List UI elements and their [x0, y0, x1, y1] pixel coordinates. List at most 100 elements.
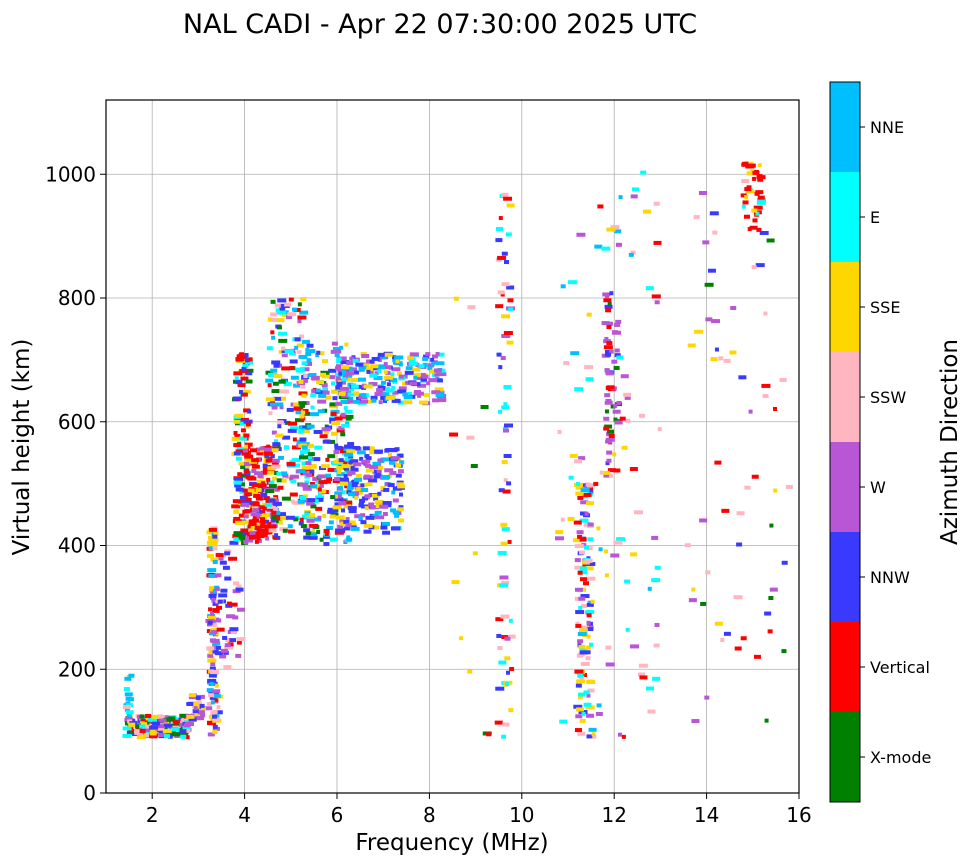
data-point — [150, 734, 158, 739]
data-point — [244, 450, 251, 455]
data-point — [220, 648, 228, 653]
data-point — [219, 654, 227, 659]
data-point — [141, 732, 150, 737]
data-point — [212, 618, 222, 623]
data-point — [301, 410, 306, 415]
data-point — [282, 528, 288, 533]
data-point — [596, 526, 601, 531]
data-point — [274, 303, 284, 308]
data-point — [613, 540, 623, 545]
data-point — [613, 417, 618, 422]
data-point — [604, 393, 611, 398]
data-point — [254, 539, 259, 544]
data-point — [335, 376, 341, 381]
data-point — [251, 464, 260, 469]
colorbar-tick-label: E — [870, 208, 880, 227]
data-point — [301, 378, 309, 383]
data-point — [209, 611, 214, 616]
data-point — [579, 566, 587, 571]
data-point — [350, 526, 360, 531]
data-point — [394, 355, 404, 360]
data-point — [330, 431, 337, 436]
data-point — [210, 591, 218, 596]
data-point — [206, 702, 212, 707]
data-point — [212, 645, 218, 650]
data-point — [271, 517, 281, 522]
data-point — [426, 381, 431, 386]
data-point — [423, 393, 430, 398]
data-point — [301, 361, 308, 366]
data-point — [579, 718, 586, 723]
data-point — [757, 177, 764, 182]
data-point — [712, 230, 718, 235]
data-point — [496, 226, 504, 231]
data-point — [216, 627, 225, 632]
data-point — [574, 565, 583, 570]
data-point — [334, 445, 343, 450]
data-point — [723, 358, 731, 363]
data-point — [341, 490, 346, 495]
data-point — [577, 495, 584, 500]
data-point — [149, 731, 157, 736]
data-point — [358, 367, 365, 372]
data-point — [213, 531, 219, 536]
data-point — [306, 358, 312, 363]
data-point — [319, 489, 327, 494]
data-point — [503, 384, 512, 389]
data-point — [343, 447, 353, 452]
data-point — [574, 669, 584, 674]
data-point — [723, 631, 731, 636]
data-point — [210, 638, 220, 643]
colorbar-segment — [830, 532, 860, 622]
x-tick-label: 4 — [238, 803, 251, 827]
data-point — [298, 482, 308, 487]
data-point — [238, 482, 245, 487]
data-point — [232, 396, 242, 401]
data-point — [576, 232, 586, 237]
data-point — [298, 521, 304, 526]
data-point — [384, 448, 390, 453]
data-point — [186, 714, 195, 719]
data-point — [352, 446, 361, 451]
data-point — [225, 603, 233, 608]
data-point — [764, 611, 772, 616]
data-point — [298, 468, 306, 473]
data-point — [356, 450, 366, 455]
data-point — [338, 458, 344, 463]
data-point — [201, 706, 207, 711]
data-point — [204, 706, 213, 711]
data-point — [173, 717, 179, 722]
data-point — [366, 369, 371, 374]
data-point — [245, 453, 250, 458]
data-point — [361, 354, 370, 359]
data-point — [398, 386, 407, 391]
data-point — [207, 615, 216, 620]
data-point — [335, 515, 345, 520]
data-point — [173, 720, 178, 725]
data-point — [320, 370, 330, 375]
data-point — [389, 460, 396, 465]
data-point — [359, 399, 369, 404]
data-point — [506, 285, 515, 290]
data-point — [211, 598, 216, 603]
data-point — [497, 290, 505, 295]
data-point — [496, 352, 502, 357]
data-point — [340, 360, 350, 365]
data-point — [256, 451, 265, 456]
data-point — [210, 662, 216, 667]
data-point — [602, 292, 611, 297]
data-point — [212, 534, 218, 539]
data-point — [255, 488, 262, 493]
data-point — [700, 601, 707, 606]
data-point — [755, 263, 765, 268]
data-point — [274, 533, 279, 538]
data-point — [435, 361, 445, 366]
data-point — [157, 726, 165, 731]
data-point — [268, 480, 275, 485]
x-axis-label: Frequency (MHz) — [355, 830, 548, 856]
data-point — [577, 731, 586, 736]
data-point — [338, 380, 346, 385]
data-point — [332, 505, 342, 510]
data-point — [346, 520, 356, 525]
data-point — [395, 463, 402, 468]
